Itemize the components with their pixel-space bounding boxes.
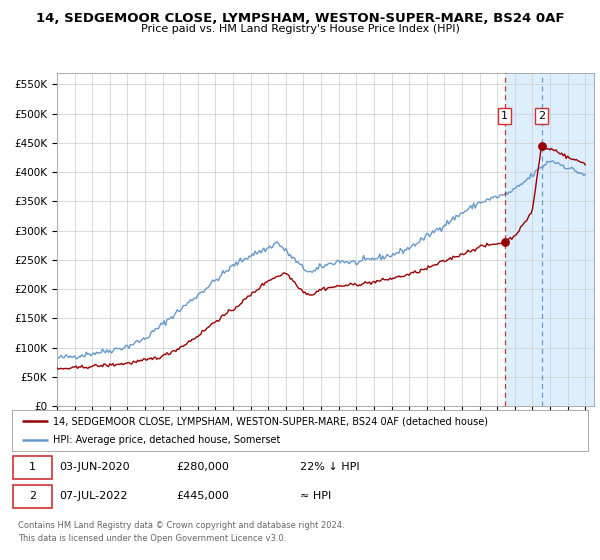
Text: 1: 1 <box>29 463 36 472</box>
Text: 03-JUN-2020: 03-JUN-2020 <box>59 463 130 472</box>
Text: 22% ↓ HPI: 22% ↓ HPI <box>300 463 359 472</box>
Point <box>537 141 547 150</box>
Text: 07-JUL-2022: 07-JUL-2022 <box>59 491 128 501</box>
Text: 2: 2 <box>538 111 545 121</box>
Text: £445,000: £445,000 <box>176 491 229 501</box>
Bar <box>505 73 594 406</box>
Text: £280,000: £280,000 <box>176 463 229 472</box>
Text: 14, SEDGEMOOR CLOSE, LYMPSHAM, WESTON-SUPER-MARE, BS24 0AF: 14, SEDGEMOOR CLOSE, LYMPSHAM, WESTON-SU… <box>36 12 564 25</box>
Text: Contains HM Land Registry data © Crown copyright and database right 2024.: Contains HM Land Registry data © Crown c… <box>18 521 344 530</box>
Point <box>500 238 509 247</box>
Text: ≈ HPI: ≈ HPI <box>300 491 331 501</box>
FancyBboxPatch shape <box>13 484 52 508</box>
Text: HPI: Average price, detached house, Somerset: HPI: Average price, detached house, Some… <box>53 435 281 445</box>
Text: 14, SEDGEMOOR CLOSE, LYMPSHAM, WESTON-SUPER-MARE, BS24 0AF (detached house): 14, SEDGEMOOR CLOSE, LYMPSHAM, WESTON-SU… <box>53 417 488 426</box>
Text: 2: 2 <box>29 491 36 501</box>
Text: 1: 1 <box>501 111 508 121</box>
Text: Price paid vs. HM Land Registry's House Price Index (HPI): Price paid vs. HM Land Registry's House … <box>140 24 460 34</box>
FancyBboxPatch shape <box>13 455 52 479</box>
Text: This data is licensed under the Open Government Licence v3.0.: This data is licensed under the Open Gov… <box>18 534 286 543</box>
